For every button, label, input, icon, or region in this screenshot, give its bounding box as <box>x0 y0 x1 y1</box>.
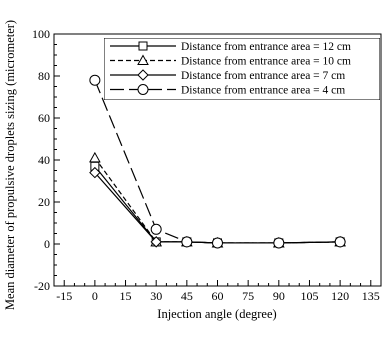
x-axis-label: Injection angle (degree) <box>157 307 276 321</box>
x-tick-label: 60 <box>212 289 224 303</box>
y-tick-label: 40 <box>38 153 50 167</box>
y-tick-label: 80 <box>38 69 50 83</box>
series-layer <box>90 75 345 248</box>
y-tick-label: 0 <box>44 237 50 251</box>
y-axis-label: Mean diameter of propulsive droplets siz… <box>3 20 17 310</box>
legend-label: Distance from entrance area = 4 cm <box>181 85 345 97</box>
series-line <box>95 173 340 243</box>
legend-marker-circle <box>138 85 148 95</box>
data-point-circle <box>213 238 223 248</box>
data-point-circle <box>182 237 192 247</box>
x-tick-label: 45 <box>181 289 193 303</box>
x-tick-label: 15 <box>120 289 132 303</box>
series-line <box>95 80 340 243</box>
series-3 <box>90 75 345 248</box>
legend-label: Distance from entrance area = 12 cm <box>181 41 351 53</box>
y-tick-labels: -20 0 20 40 60 80 100 <box>32 27 50 293</box>
legend-marker-square <box>139 42 147 50</box>
y-tick-label: 100 <box>32 27 50 41</box>
y-tick-label: 60 <box>38 111 50 125</box>
data-point-circle <box>151 224 161 234</box>
x-tick-label: 135 <box>362 289 380 303</box>
x-tick-labels: -15 0 15 30 45 60 75 90 105 120 135 <box>56 289 380 303</box>
legend-label: Distance from entrance area = 10 cm <box>181 56 351 68</box>
legend: Distance from entrance area = 12 cm Dista… <box>104 38 380 100</box>
x-tick-label: 0 <box>92 289 98 303</box>
x-tick-label: 30 <box>150 289 162 303</box>
y-tick-label: 20 <box>38 195 50 209</box>
y-tick-label: -20 <box>34 279 50 293</box>
x-tick-label: -15 <box>56 289 72 303</box>
x-tick-label: 105 <box>300 289 318 303</box>
data-point-triangle <box>90 153 100 162</box>
series-1 <box>90 153 345 247</box>
data-point-circle <box>274 238 284 248</box>
legend-label: Distance from entrance area = 7 cm <box>181 70 345 82</box>
x-tick-label: 90 <box>273 289 285 303</box>
x-tick-label: 120 <box>331 289 349 303</box>
data-point-circle <box>335 237 345 247</box>
data-point-circle <box>90 75 100 85</box>
series-line <box>95 166 340 243</box>
x-tick-label: 75 <box>242 289 254 303</box>
